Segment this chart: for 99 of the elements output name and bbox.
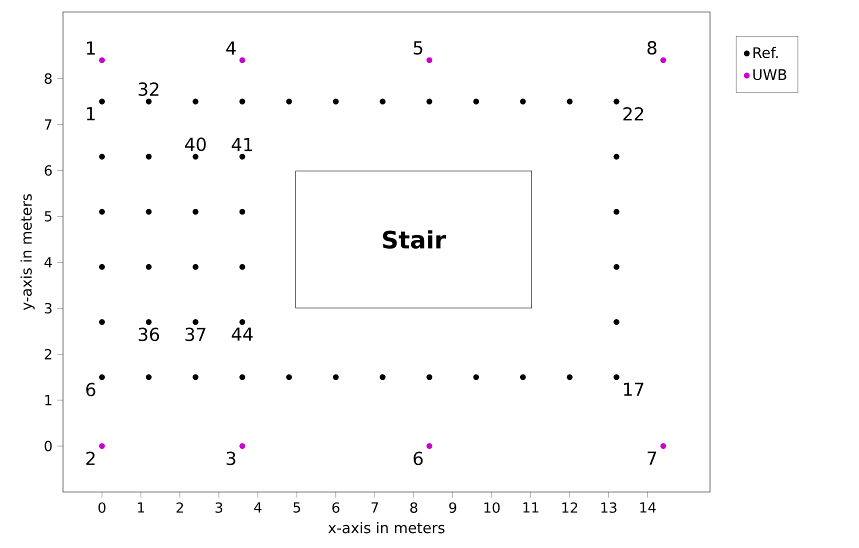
y-tick-label: 5: [44, 211, 52, 222]
point: [192, 264, 198, 270]
annotation: 40: [184, 138, 206, 152]
point: [192, 374, 198, 380]
y-tick-label: 2: [44, 348, 52, 360]
annotation: 7: [648, 452, 656, 465]
annotation: 2: [86, 452, 95, 465]
x-tick-label: 7: [372, 502, 378, 513]
point: [520, 374, 526, 380]
point: [332, 98, 339, 104]
point: [239, 154, 246, 160]
point: [99, 319, 105, 325]
point: [99, 374, 105, 380]
y-tick-label: 8: [44, 73, 52, 84]
x-tick-label: 1: [138, 502, 144, 513]
point: [426, 57, 432, 64]
point: [239, 57, 246, 64]
point: [239, 98, 246, 104]
point: [566, 374, 573, 380]
x-tick-label: 12: [562, 502, 578, 513]
y-tick-label: 3: [44, 302, 52, 314]
point: [99, 264, 105, 270]
point: [566, 98, 573, 104]
point: [426, 374, 432, 380]
y-tick-label: 7: [44, 119, 52, 130]
point: [239, 374, 246, 380]
x-tick-label: 11: [523, 502, 538, 513]
x-axis-title: x-axis in meters: [328, 522, 444, 534]
y-tick-label: 6: [44, 165, 52, 176]
x-tick-label: 9: [449, 502, 456, 513]
point: [380, 374, 386, 380]
y-tick-label: 0: [44, 440, 52, 452]
annotation: 37: [185, 328, 206, 342]
annotation: 41: [232, 138, 252, 152]
point: [99, 98, 105, 104]
legend-label: UWB: [753, 69, 786, 80]
point: [426, 98, 432, 104]
point: [146, 154, 152, 160]
annotation: 6: [86, 382, 96, 396]
x-tick-label: 0: [98, 502, 106, 513]
point: [380, 98, 386, 104]
point: [614, 154, 620, 160]
x-tick-label: 5: [294, 502, 300, 513]
x-tick-label: 10: [484, 502, 500, 513]
point: [99, 57, 105, 64]
point: [99, 443, 105, 449]
annotation: 44: [232, 328, 253, 341]
annotation: 32: [138, 82, 158, 96]
point: [426, 443, 432, 449]
point: [192, 319, 198, 325]
x-tick-label: 2: [176, 502, 183, 513]
point: [614, 374, 620, 380]
point: [332, 374, 339, 380]
annotation: 6: [414, 452, 423, 466]
point: [146, 319, 152, 325]
x-tick-label: 8: [410, 502, 418, 513]
annotation: 36: [138, 328, 160, 342]
point: [192, 154, 198, 160]
annotation: 1: [86, 42, 95, 55]
point: [192, 98, 198, 104]
annotation: 22: [623, 107, 644, 120]
point: [146, 374, 152, 380]
point: [660, 57, 666, 64]
legend-label: Ref.: [754, 46, 778, 58]
point: [473, 98, 480, 104]
point: [286, 98, 292, 104]
point: [146, 264, 152, 270]
annotation: 3: [226, 452, 236, 466]
annotation: 5: [414, 41, 422, 55]
y-tick-label: 1: [45, 395, 52, 406]
point: [239, 208, 246, 215]
x-tick-label: 3: [216, 502, 222, 513]
point: [614, 319, 620, 325]
y-tick-label: 4: [44, 257, 52, 268]
annotation: 1: [86, 107, 95, 120]
point: [473, 374, 480, 380]
x-tick-label: 6: [332, 502, 340, 513]
point: [286, 374, 292, 380]
annotation: 4: [226, 42, 236, 55]
x-tick-label: 13: [601, 502, 616, 513]
point: [520, 98, 526, 104]
annotation: Stair: [383, 230, 446, 249]
annotation: 8: [647, 41, 656, 55]
y-axis-title: y-axis in meters: [20, 194, 35, 310]
point: [614, 208, 620, 215]
point: [239, 319, 246, 325]
point: [99, 154, 105, 160]
point: [239, 264, 246, 270]
x-tick-label: 14: [640, 502, 656, 513]
annotation: 17: [624, 382, 644, 396]
point: [99, 208, 105, 215]
point: [146, 208, 152, 215]
point: [146, 98, 152, 104]
point: [614, 264, 620, 270]
x-tick-label: 4: [254, 502, 262, 513]
point: [239, 443, 246, 449]
point: [192, 208, 198, 215]
point: [660, 443, 666, 449]
point: [614, 98, 620, 104]
